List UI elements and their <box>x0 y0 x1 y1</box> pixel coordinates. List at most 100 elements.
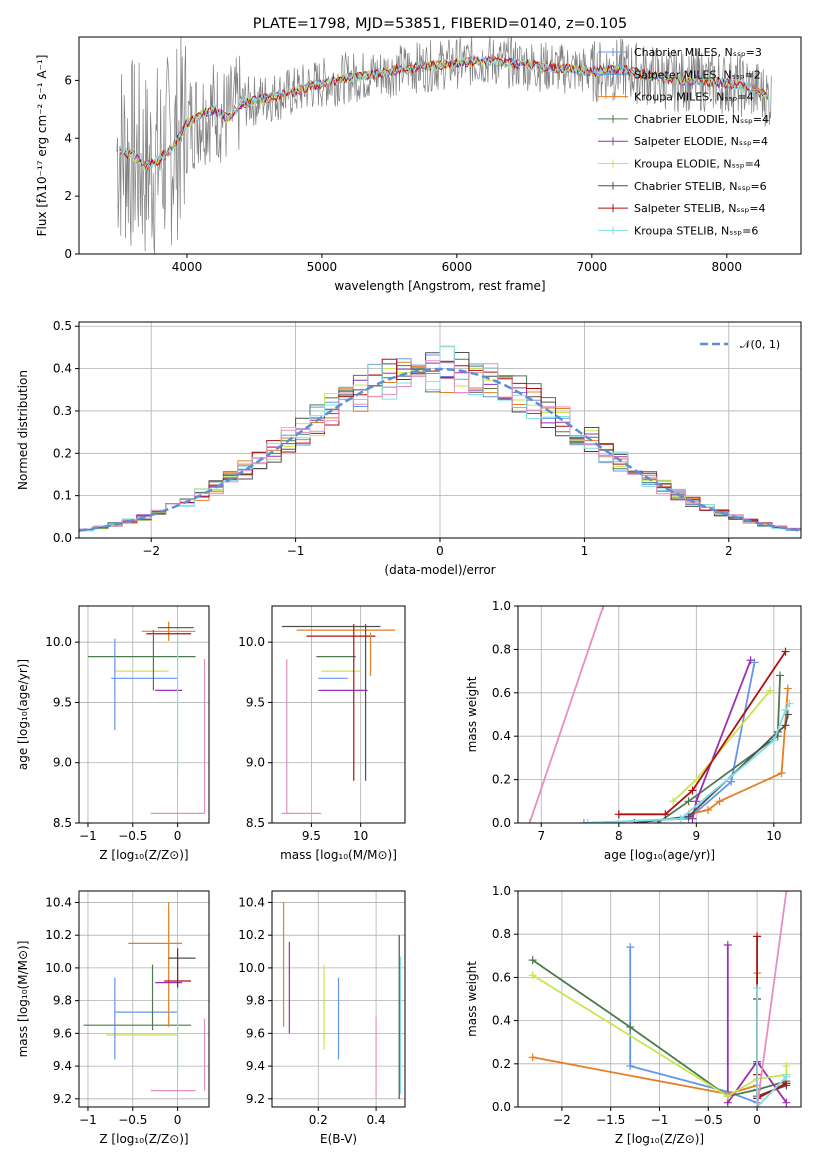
x-tick-label: 7000 <box>577 260 608 274</box>
series-marker <box>661 810 670 819</box>
data-spectrum <box>116 37 772 254</box>
series-marker <box>669 797 678 806</box>
x-tick-label: 9.5 <box>302 829 321 843</box>
legend-label: Salpeter ELODIE, Nₛₛₚ=4 <box>634 135 768 148</box>
series-marker <box>528 1053 537 1062</box>
series-line <box>657 675 781 823</box>
plot-area <box>525 606 794 823</box>
x-axis-label: wavelength [Angstrom, rest frame] <box>334 279 545 293</box>
axes-frame <box>517 605 802 824</box>
plot-area <box>528 891 791 1107</box>
plot-area <box>116 37 772 254</box>
y-tick-label: 8.5 <box>246 816 265 830</box>
x-tick-label: −0.5 <box>694 1113 723 1127</box>
y-tick-label: 10.2 <box>238 928 265 942</box>
y-tick-label: 1.0 <box>492 884 511 898</box>
y-tick-label: 10.4 <box>45 895 72 909</box>
y-tick-label: 9.5 <box>53 695 72 709</box>
legend-label: Chabrier ELODIE, Nₛₛₚ=4 <box>634 113 769 126</box>
x-tick-label: −1 <box>79 829 97 843</box>
x-tick-label: −2 <box>142 544 160 558</box>
y-axis-label: mass weight <box>465 676 479 752</box>
x-axis-label: (data-model)/error <box>384 563 495 577</box>
series-marker <box>614 810 623 819</box>
y-axis-label: mass weight <box>465 961 479 1037</box>
axes-frame <box>78 890 210 1108</box>
series-marker <box>599 606 608 610</box>
y-tick-label: 9.4 <box>246 1059 265 1073</box>
x-tick-label: −0.5 <box>118 829 147 843</box>
series-marker <box>626 1023 635 1032</box>
x-tick-label: 8000 <box>712 260 743 274</box>
y-tick-label: 10.0 <box>238 635 265 649</box>
series-line <box>726 945 788 1106</box>
y-tick-label: 0.2 <box>492 1057 511 1071</box>
series-marker <box>528 971 537 980</box>
y-tick-label: 0 <box>64 247 72 261</box>
series-marker <box>781 721 790 730</box>
x-tick-label: 6000 <box>442 260 473 274</box>
y-tick-label: 10.0 <box>238 961 265 975</box>
y-tick-label: 10.2 <box>45 928 72 942</box>
y-tick-label: 10.0 <box>45 635 72 649</box>
x-tick-label: 0 <box>436 544 444 558</box>
legend-label: Chabrier STELIB, Nₛₛₚ=6 <box>634 180 767 193</box>
chart-spectrum: Chabrier MILES, Nₛₛₚ=3 Salpeter MILES, Nₛ… <box>35 36 802 293</box>
y-tick-label: 0.3 <box>53 404 72 418</box>
series-marker <box>782 1061 791 1070</box>
x-tick-label: 9 <box>693 829 701 843</box>
series-marker <box>692 797 701 806</box>
x-axis-label: mass [log₁₀(M/M⊙)] <box>280 848 397 862</box>
y-tick-label: 0.4 <box>492 1014 511 1028</box>
x-axis-label: Z [log₁₀(Z/Z⊙)] <box>99 848 188 862</box>
x-tick-label: −1 <box>651 1113 669 1127</box>
y-tick-label: 9.5 <box>246 695 265 709</box>
x-tick-label: −2 <box>553 1113 571 1127</box>
chart-age_vs_Z: −1 −0.5 0 8.5 9.0 9.5 10.0 Z [log₁₀(Z/Z⊙)] age [… <box>16 605 210 862</box>
x-tick-label: 4000 <box>172 260 203 274</box>
series-marker <box>684 812 693 821</box>
legend-label: Kroupa ELODIE, Nₛₛₚ=4 <box>634 158 761 171</box>
x-axis-label: Z [log₁₀(Z/Z⊙)] <box>615 1132 704 1146</box>
series-marker <box>782 891 791 895</box>
series-marker <box>750 658 759 667</box>
x-tick-label: 10 <box>766 829 781 843</box>
y-tick-label: 9.8 <box>246 994 265 1008</box>
y-tick-label: 0.6 <box>492 686 511 700</box>
residual-histogram <box>79 360 801 530</box>
y-tick-label: 0.2 <box>53 446 72 460</box>
y-tick-label: 9.2 <box>246 1092 265 1106</box>
series-marker <box>626 1061 635 1070</box>
y-tick-label: 0.1 <box>53 489 72 503</box>
series-line <box>629 947 758 1104</box>
x-axis-label: age [log₁₀(age/yr)] <box>604 848 715 862</box>
x-tick-label: 2 <box>725 544 733 558</box>
y-tick-label: 9.6 <box>53 1026 72 1040</box>
x-tick-label: 5000 <box>307 260 338 274</box>
y-axis-label: Flux [fλ10⁻¹⁷ erg cm⁻² s⁻¹ A⁻¹] <box>35 55 49 237</box>
x-tick-label: −1.5 <box>596 1113 625 1127</box>
series-marker <box>703 805 712 814</box>
y-tick-label: 0.4 <box>492 729 511 743</box>
y-tick-label: 9.0 <box>53 756 72 770</box>
y-tick-label: 6 <box>64 73 72 87</box>
x-tick-label: 10 <box>353 829 368 843</box>
series-marker <box>715 797 724 806</box>
legend-label: Chabrier MILES, Nₛₛₚ=3 <box>634 46 762 59</box>
legend-label: Kroupa STELIB, Nₛₛₚ=6 <box>634 224 758 237</box>
figure-title: PLATE=1798, MJD=53851, FIBERID=0140, z=0… <box>253 16 627 32</box>
y-tick-label: 9.0 <box>246 756 265 770</box>
series-marker <box>626 943 635 952</box>
y-tick-label: 10.4 <box>238 895 265 909</box>
y-tick-label: 1.0 <box>492 599 511 613</box>
chart-mass_weight_vs_Z: −2 −1.5 −1 −0.5 0 0.0 0.2 0.4 0.6 0.8 1.0 Z [log₁₀(… <box>465 884 802 1146</box>
x-tick-label: −0.5 <box>118 1113 147 1127</box>
x-axis-label: E(B-V) <box>320 1132 357 1146</box>
series-marker <box>785 699 794 708</box>
series-marker <box>746 656 755 665</box>
series-marker <box>525 819 534 823</box>
x-tick-label: 0.4 <box>367 1113 386 1127</box>
x-tick-label: 1 <box>581 544 589 558</box>
chart-mass_weight_vs_age: 7 8 9 10 0.0 0.2 0.4 0.6 0.8 1.0 age [log₁₀(age/yr… <box>465 599 802 862</box>
chart-age_vs_mass: 9.5 10 8.5 9.0 9.5 10.0 mass [log₁₀(M/M⊙)] <box>238 605 406 862</box>
